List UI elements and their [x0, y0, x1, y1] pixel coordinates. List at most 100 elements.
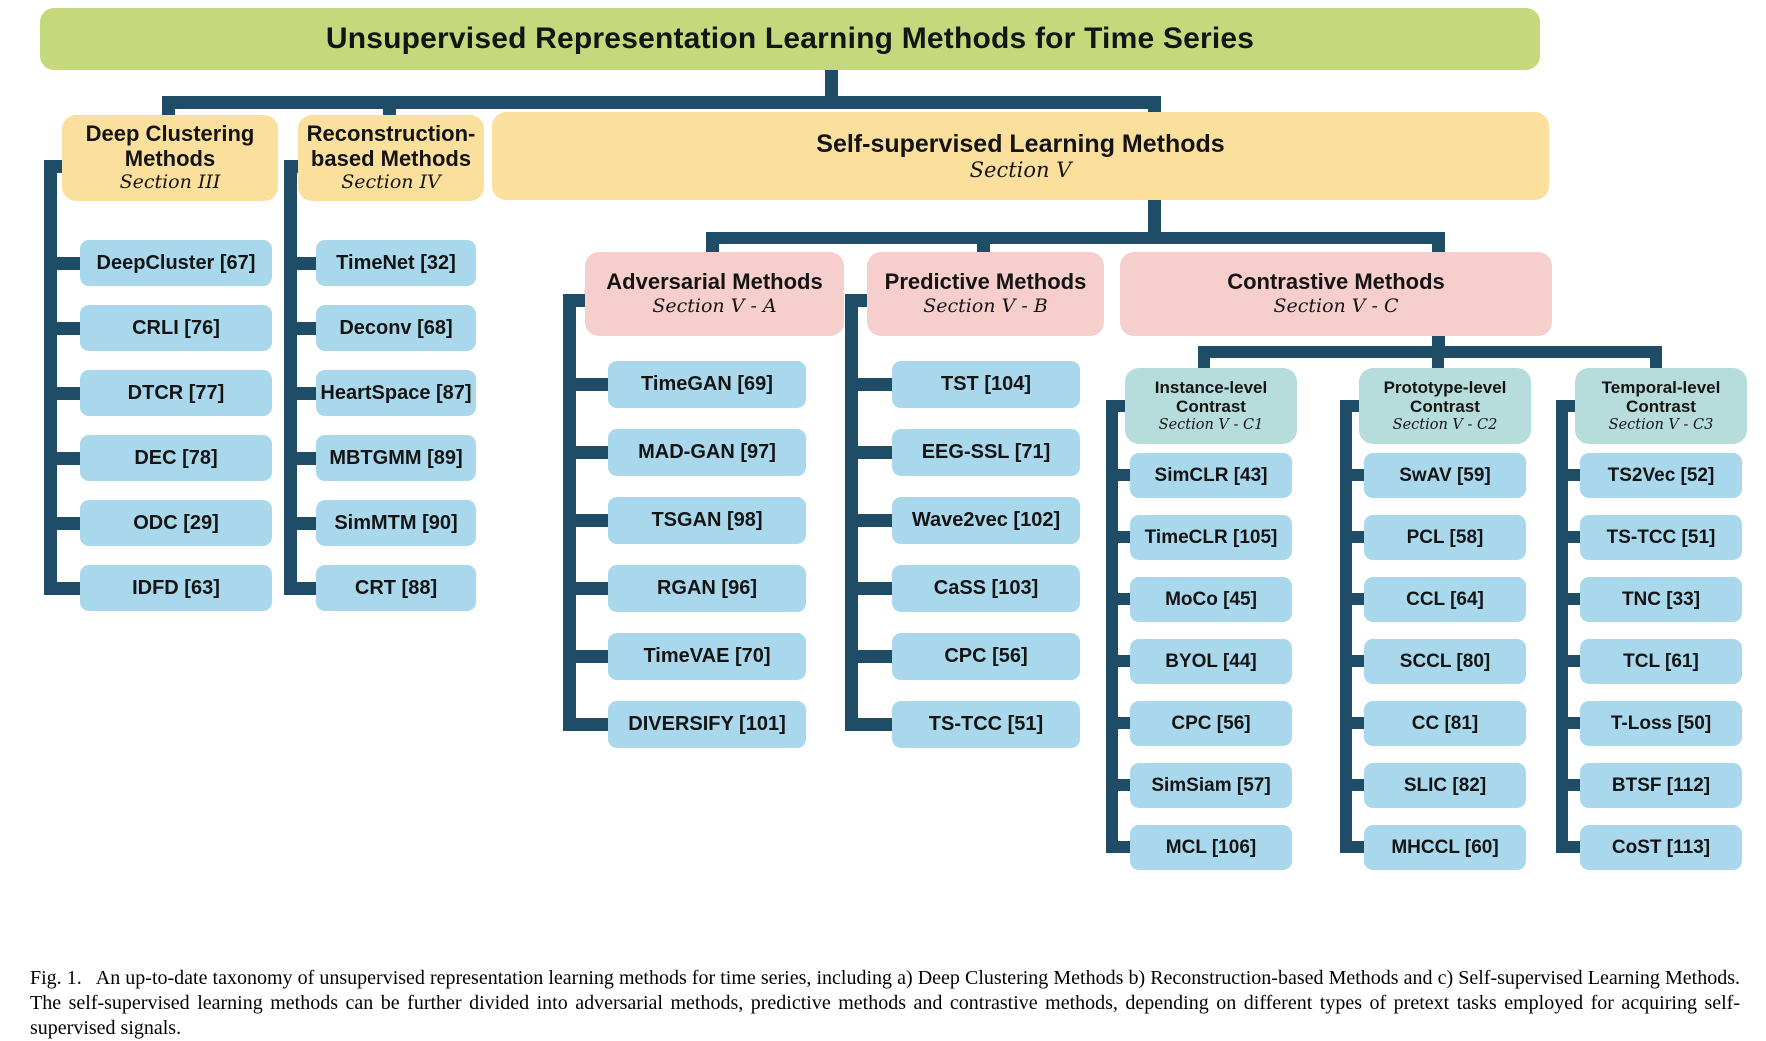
branch-contrastive: Contrastive Methods Section V - C	[1120, 252, 1552, 336]
branch-self-supervised: Self-supervised Learning Methods Section…	[492, 112, 1549, 200]
connector	[44, 517, 84, 530]
method-node: Wave2vec [102]	[892, 497, 1080, 544]
connector	[1106, 400, 1127, 412]
method-node: RGAN [96]	[608, 565, 806, 612]
connector	[1198, 346, 1210, 368]
connector	[845, 378, 894, 391]
connector	[1340, 400, 1352, 853]
branch-label: Predictive Methods	[884, 269, 1087, 295]
connector	[1106, 400, 1118, 853]
branch-label: Temporal-level Contrast	[1601, 378, 1721, 416]
branch-section: Section III	[119, 171, 221, 194]
branch-reconstruction: Reconstruction-based Methods Section IV	[298, 115, 484, 201]
method-node: TS-TCC [51]	[1580, 515, 1742, 560]
connector	[44, 160, 64, 173]
connector	[1556, 400, 1568, 853]
method-node: CRT [88]	[316, 565, 476, 611]
method-node: T-Loss [50]	[1580, 701, 1742, 746]
branch-section: Section V - B	[923, 294, 1048, 317]
connector	[563, 378, 610, 391]
branch-prototype-level: Prototype-level Contrast Section V - C2	[1359, 368, 1531, 444]
method-node: DEC [78]	[80, 435, 272, 481]
connector	[1432, 346, 1444, 368]
method-node: SimSiam [57]	[1130, 763, 1292, 808]
connector	[1198, 346, 1662, 358]
connector	[1650, 346, 1662, 368]
branch-section: Section V - C3	[1608, 416, 1714, 433]
branch-label: Deep Clustering Methods	[85, 120, 255, 171]
method-node: CC [81]	[1364, 701, 1526, 746]
method-node: DeepCluster [67]	[80, 240, 272, 286]
connector	[44, 257, 84, 270]
connector	[825, 70, 838, 96]
method-node: MAD-GAN [97]	[608, 429, 806, 476]
connector	[284, 452, 320, 465]
method-node: MBTGMM [89]	[316, 435, 476, 481]
method-node: SCCL [80]	[1364, 639, 1526, 684]
branch-section: Section IV	[341, 171, 441, 194]
method-node: TimeVAE [70]	[608, 633, 806, 680]
connector	[284, 517, 320, 530]
method-node: HeartSpace [87]	[316, 370, 476, 416]
connector	[845, 294, 869, 307]
connector	[563, 514, 610, 527]
connector	[563, 650, 610, 663]
figure-caption-text: An up-to-date taxonomy of unsupervised r…	[30, 967, 1740, 1039]
method-node: EEG-SSL [71]	[892, 429, 1080, 476]
branch-section: Section V - C	[1273, 294, 1399, 317]
connector	[845, 446, 894, 459]
connector	[162, 96, 175, 119]
method-node: DIVERSIFY [101]	[608, 701, 806, 748]
connector	[563, 294, 587, 307]
method-node: PCL [58]	[1364, 515, 1526, 560]
connector	[706, 232, 1445, 244]
connector	[44, 387, 84, 400]
connector	[383, 96, 396, 119]
method-node: TNC [33]	[1580, 577, 1742, 622]
connector	[563, 446, 610, 459]
connector	[845, 514, 894, 527]
branch-section: Section V - C1	[1158, 416, 1264, 433]
connector	[845, 582, 894, 595]
connector	[284, 582, 320, 595]
page-title: Unsupervised Representation Learning Met…	[325, 22, 1255, 55]
connector	[1148, 196, 1161, 234]
method-node: CPC [56]	[1130, 701, 1292, 746]
method-node: CCL [64]	[1364, 577, 1526, 622]
method-node: SimCLR [43]	[1130, 453, 1292, 498]
method-node: SimMTM [90]	[316, 500, 476, 546]
connector	[845, 718, 894, 731]
method-node: ODC [29]	[80, 500, 272, 546]
connector	[845, 294, 858, 731]
connector	[284, 160, 302, 173]
method-node: CPC [56]	[892, 633, 1080, 680]
method-node: DTCR [77]	[80, 370, 272, 416]
method-node: BYOL [44]	[1130, 639, 1292, 684]
method-node: TS2Vec [52]	[1580, 453, 1742, 498]
branch-label: Reconstruction-based Methods	[306, 120, 476, 171]
branch-predictive: Predictive Methods Section V - B	[867, 252, 1104, 336]
branch-label: Self-supervised Learning Methods	[816, 129, 1225, 158]
connector	[563, 718, 610, 731]
connector	[845, 650, 894, 663]
connector	[563, 582, 610, 595]
branch-section: Section V	[969, 158, 1072, 183]
method-node: SwAV [59]	[1364, 453, 1526, 498]
connector	[1432, 232, 1445, 254]
branch-instance-level: Instance-level Contrast Section V - C1	[1125, 368, 1297, 444]
connector	[706, 232, 719, 254]
branch-label: Prototype-level Contrast	[1383, 378, 1507, 416]
method-node: TimeNet [32]	[316, 240, 476, 286]
method-node: IDFD [63]	[80, 565, 272, 611]
method-node: TST [104]	[892, 361, 1080, 408]
method-node: MHCCL [60]	[1364, 825, 1526, 870]
method-node: CaSS [103]	[892, 565, 1080, 612]
connector	[1556, 400, 1577, 412]
figure-caption: Fig. 1. An up-to-date taxonomy of unsuper…	[30, 966, 1740, 1041]
connector	[44, 452, 84, 465]
connector	[44, 582, 84, 595]
branch-label: Contrastive Methods	[1227, 269, 1445, 295]
connector	[44, 322, 84, 335]
method-node: TCL [61]	[1580, 639, 1742, 684]
connector	[1340, 400, 1361, 412]
